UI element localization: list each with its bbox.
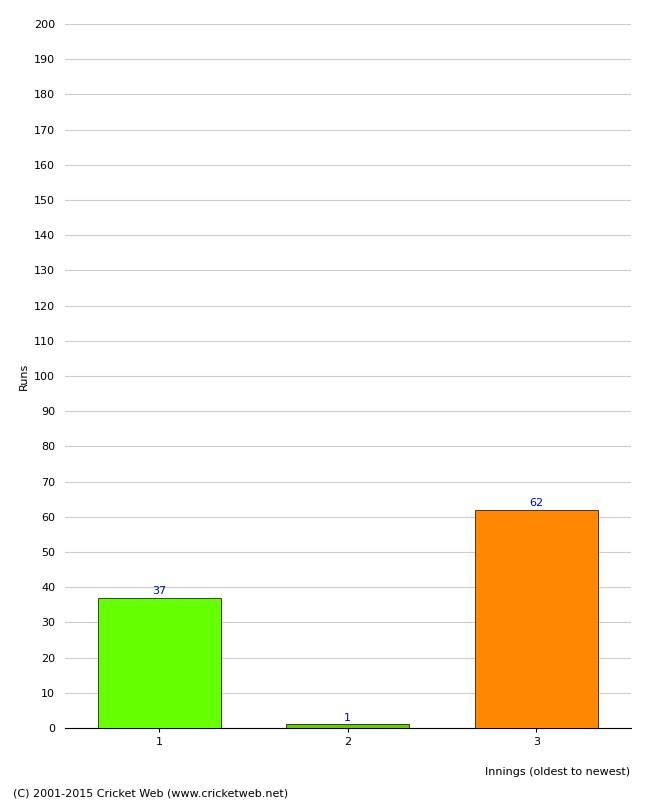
Text: Innings (oldest to newest): Innings (oldest to newest) (486, 767, 630, 777)
Text: (C) 2001-2015 Cricket Web (www.cricketweb.net): (C) 2001-2015 Cricket Web (www.cricketwe… (13, 788, 288, 798)
Text: 1: 1 (344, 713, 351, 722)
Bar (287, 725, 409, 728)
Y-axis label: Runs: Runs (19, 362, 29, 390)
Bar (475, 510, 597, 728)
Text: 37: 37 (152, 586, 166, 596)
Bar (98, 598, 220, 728)
Text: 62: 62 (529, 498, 543, 508)
